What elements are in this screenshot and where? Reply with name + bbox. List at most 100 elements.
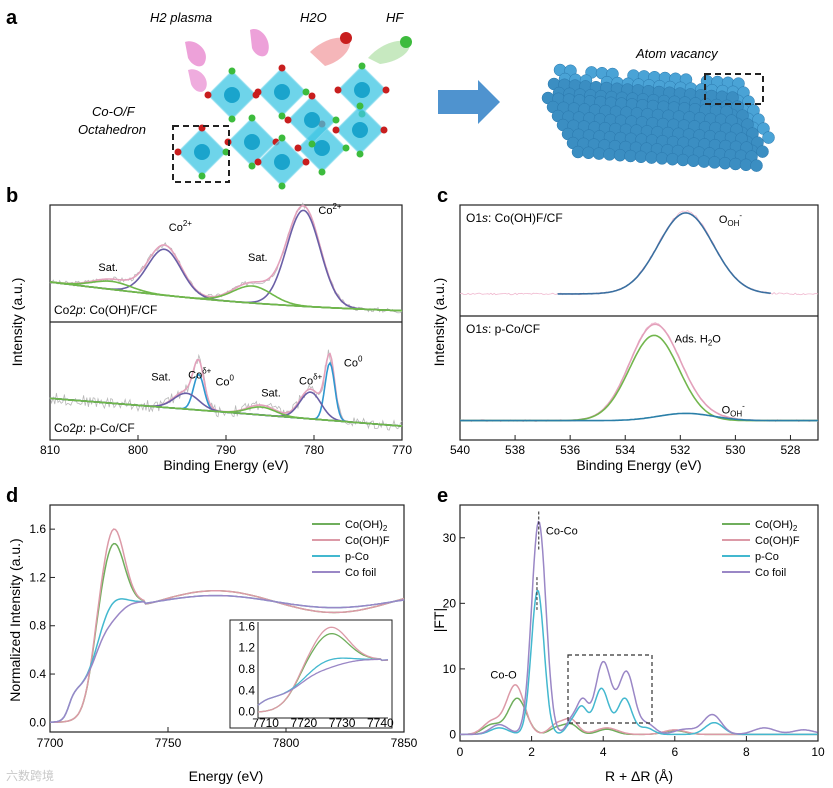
- vertex-atom-3-c: [198, 172, 206, 180]
- d-legend-label-2: p-Co: [345, 551, 369, 563]
- water-label: H2O: [300, 10, 327, 25]
- xtick-label-b-plot-0: 810: [40, 443, 60, 457]
- e-legend-label-1: Co(OH)F: [755, 535, 800, 547]
- annotation-c-plot-0-0: OOH-: [719, 211, 743, 228]
- e-xtick-label-5: 10: [811, 745, 825, 759]
- panel-b-ylabel: Intensity (a.u.): [9, 278, 25, 367]
- vertex-atom-8-c: [356, 150, 364, 158]
- vertex-atom-6-a: [278, 134, 286, 142]
- panel-c-frame: [459, 204, 819, 441]
- panel-b-caption-top: Co2p: Co(OH)F/CF: [54, 303, 157, 317]
- process-arrow: [438, 80, 500, 124]
- slab-atom-0-6-17: [762, 131, 775, 144]
- xtick-label-b-plot-1: 800: [128, 443, 148, 457]
- panel-d-frame: [49, 504, 405, 733]
- cobalt-atom-6: [274, 154, 290, 170]
- cobalt-atom-1: [274, 84, 290, 100]
- panel-c-plot: 540 538 536 534 532 530 528 OOH- Ads. H2O OOH-: [450, 210, 819, 457]
- vertex-atom-7-c: [308, 140, 316, 148]
- panel-d-inset: 7710 7720 7730 7740 0.0 0.4 0.8 1.2 1.6: [238, 619, 394, 730]
- vertex-atom-6-d: [254, 158, 262, 166]
- vertex-atom-2-b: [382, 86, 390, 94]
- vertex-atom-1-a: [278, 64, 286, 72]
- vertex-atom-6-c: [278, 182, 286, 190]
- slab-atom-2-6-2: [592, 147, 606, 160]
- slab-atom-2-6-8: [655, 152, 669, 165]
- vertex-atom-7-b: [332, 116, 340, 124]
- d-inset-xtick-label-1: 7720: [291, 716, 318, 730]
- panel-d-inset-frame: [229, 619, 393, 729]
- panel-c-caption-bottom: O1s: p-Co/CF: [466, 322, 540, 336]
- panel-d-plot: 7700 7750 7800 7850 0.0 0.4 0.8 1.2 1.6: [29, 522, 417, 750]
- atom-slab: [541, 63, 775, 172]
- e-legend-label-3: Co foil: [755, 567, 786, 579]
- annotation-b-plot-1-5: Co0: [344, 355, 363, 370]
- e-xtick-label-4: 8: [743, 745, 750, 759]
- annotation-b-plot-1-4: Coδ+: [299, 372, 323, 387]
- d-inset-ytick-label-3: 1.2: [238, 641, 255, 655]
- vertex-atom-5-d: [294, 144, 302, 152]
- atom-vacancy-label: Atom vacancy: [635, 46, 719, 61]
- slab-atom-2-6-1: [582, 146, 595, 160]
- series-c-plot-1-envelope: [460, 323, 818, 422]
- vertex-atom-1-b: [302, 88, 310, 96]
- vertex-atom-2-a: [358, 62, 366, 70]
- slab-atom-2-6-15: [729, 157, 742, 171]
- d-inset-ytick-label-0: 0.0: [238, 705, 255, 719]
- e-xtick-label-2: 4: [600, 745, 607, 759]
- vertex-atom-1-d: [254, 88, 262, 96]
- vertex-atom-6-b: [302, 158, 310, 166]
- panel-e-highlight-box: [567, 654, 653, 724]
- d-legend-label-1: Co(OH)F: [345, 535, 390, 547]
- panel-b-caption-bottom: Co2p: p-Co/CF: [54, 421, 135, 435]
- d-legend-label-3: Co foil: [345, 567, 376, 579]
- e-ytick-label-2: 20: [443, 596, 457, 610]
- series-c-plot-1-ads-h2o: [460, 334, 818, 422]
- vertex-atom-5-b: [342, 144, 350, 152]
- d-inset-series-co-oh-f: [257, 626, 389, 713]
- d-series-co-foil: [49, 594, 405, 723]
- octahedron-label-line1: Co-O/F: [92, 104, 136, 119]
- vertex-atom-0-d: [204, 91, 212, 99]
- series-b-plot-1-co0-2p3-2: [49, 361, 403, 427]
- annotation-c-plot-1-0: Ads. H2O: [675, 334, 721, 348]
- cobalt-atom-8: [352, 122, 368, 138]
- xtick-label-c-plot-3: 534: [615, 443, 635, 457]
- xtick-label-b-plot-2: 790: [216, 443, 236, 457]
- vertex-atom-1-c: [278, 112, 286, 120]
- slab-atom-2-6-0: [571, 145, 585, 159]
- slab-atom-2-6-3: [603, 148, 616, 161]
- vertex-atom-8-b: [380, 126, 388, 134]
- slab-atom-2-6-9: [666, 152, 679, 166]
- vacancy-highlight-box: [704, 73, 764, 105]
- panel-d: d 7700 7750 7800 7850 0.0 0.4 0.8 1.2 1.6 Co(OH)…: [6, 485, 418, 784]
- hf-label: HF: [386, 10, 404, 25]
- panel-d-letter: d: [6, 485, 18, 507]
- d-inset-series-co-foil: [257, 658, 388, 706]
- vertex-atom-0-c: [228, 115, 236, 123]
- panel-d-legend: Co(OH)2 Co(OH)F p-Co Co foil: [312, 519, 390, 579]
- d-xtick-label-0: 7700: [37, 736, 64, 750]
- cobalt-atom-7: [304, 112, 320, 128]
- d-inset-xtick-label-3: 7740: [367, 716, 394, 730]
- vertex-atom-0-a: [228, 67, 236, 75]
- slab-atom-2-6-6: [634, 150, 648, 164]
- xtick-label-c-plot-1: 538: [505, 443, 525, 457]
- octahedron-structure: [174, 62, 390, 190]
- panel-c-xlabel: Binding Energy (eV): [576, 457, 701, 473]
- vertex-atom-4-c: [248, 162, 256, 170]
- annotation-b-plot-0-1: Co2+: [169, 219, 193, 234]
- slab-atom-2-6-12: [697, 155, 711, 168]
- panel-e-xlabel: R + ΔR (Å): [605, 768, 673, 784]
- slab-atom-1-6-17: [756, 145, 769, 158]
- d-inset-ytick-label-1: 0.4: [238, 683, 255, 697]
- vertex-atom-8-d: [332, 126, 340, 134]
- xtick-label-c-plot-0: 540: [450, 443, 470, 457]
- cobalt-atom-2: [354, 82, 370, 98]
- e-annotation-1: Co-O: [490, 670, 517, 682]
- e-xtick-label-3: 6: [671, 745, 678, 759]
- slab-atom-2-6-13: [708, 156, 721, 169]
